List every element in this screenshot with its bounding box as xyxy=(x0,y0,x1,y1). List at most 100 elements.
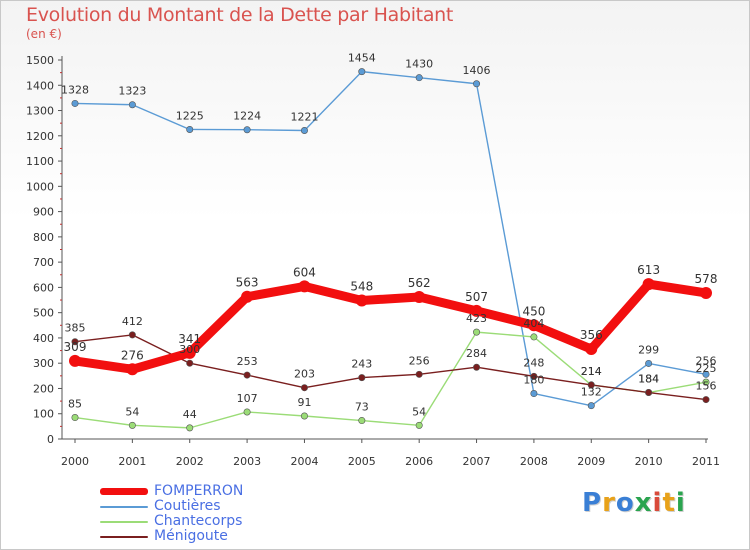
chart-legend: FOMPERRON Coutières Chantecorps Ménigout… xyxy=(100,483,400,544)
y-tick-label: 1100 xyxy=(26,155,54,168)
x-tick-label: 2011 xyxy=(692,455,720,468)
x-tick-label: 2001 xyxy=(118,455,146,468)
logo-letter: P xyxy=(582,488,603,518)
data-point xyxy=(300,384,308,392)
data-label: 184 xyxy=(638,373,659,386)
data-point xyxy=(298,280,311,293)
data-point xyxy=(587,381,595,389)
data-point xyxy=(186,125,194,133)
data-label: 309 xyxy=(64,340,87,354)
data-label: 203 xyxy=(294,368,315,381)
data-point xyxy=(69,354,81,367)
y-tick-label: 700 xyxy=(33,256,54,269)
legend-item: Coutières xyxy=(100,498,400,514)
y-tick-label: 1300 xyxy=(26,105,54,118)
data-label: 578 xyxy=(695,272,718,286)
x-tick-label: 2005 xyxy=(348,455,376,468)
data-point xyxy=(243,126,251,134)
data-point xyxy=(642,278,655,291)
data-point xyxy=(128,101,136,109)
data-point xyxy=(415,370,423,378)
data-point xyxy=(700,286,712,299)
legend-item: Ménigoute xyxy=(100,528,400,544)
data-point xyxy=(300,412,308,420)
data-label: 156 xyxy=(696,380,717,393)
data-label: 548 xyxy=(350,280,373,294)
data-point xyxy=(71,414,79,422)
data-point xyxy=(183,346,196,359)
data-label: 1430 xyxy=(405,58,433,71)
data-point xyxy=(300,126,308,134)
data-label: 562 xyxy=(408,276,431,290)
legend-item: FOMPERRON xyxy=(100,483,400,499)
data-point xyxy=(470,304,483,317)
y-tick-label: 1200 xyxy=(26,130,54,143)
data-label: 412 xyxy=(122,315,143,328)
data-label: 54 xyxy=(412,405,426,418)
proxiti-logo: Proxiti xyxy=(582,488,686,518)
data-point xyxy=(243,408,251,416)
y-tick-label: 800 xyxy=(33,231,54,244)
data-point xyxy=(473,80,481,88)
legend-swatch xyxy=(100,521,148,523)
y-tick-label: 900 xyxy=(33,206,54,219)
series-line-coutières xyxy=(74,70,707,407)
legend-swatch xyxy=(100,488,148,495)
x-tick-label: 2007 xyxy=(463,455,491,468)
data-label: 54 xyxy=(125,405,139,418)
data-label: 256 xyxy=(696,354,717,367)
x-tick-label: 2003 xyxy=(233,455,261,468)
data-point xyxy=(645,389,653,397)
data-label: 1323 xyxy=(118,85,146,98)
logo-letter: o xyxy=(615,488,635,518)
data-label: 256 xyxy=(409,354,430,367)
data-label: 604 xyxy=(293,265,316,279)
data-label: 385 xyxy=(65,322,86,335)
x-tick-label: 2000 xyxy=(61,455,89,468)
x-tick-label: 2010 xyxy=(635,455,663,468)
y-tick-label: 200 xyxy=(33,382,54,395)
legend-label: Chantecorps xyxy=(154,513,243,529)
data-label: 44 xyxy=(183,408,197,421)
x-tick-label: 2009 xyxy=(577,455,605,468)
x-tick-label: 2004 xyxy=(290,455,318,468)
logo-letter: i xyxy=(652,488,663,518)
data-point xyxy=(702,396,710,404)
chart-title: Evolution du Montant de la Dette par Hab… xyxy=(26,4,454,26)
data-label: 243 xyxy=(351,358,372,371)
data-point xyxy=(473,328,481,336)
data-label: 85 xyxy=(68,398,82,411)
data-point xyxy=(530,372,538,380)
data-point xyxy=(186,424,194,432)
data-label: 299 xyxy=(638,343,659,356)
data-point xyxy=(71,338,79,346)
data-label: 180 xyxy=(523,374,544,387)
data-point xyxy=(71,99,79,107)
data-label: 214 xyxy=(581,365,602,378)
data-label: 341 xyxy=(178,332,201,346)
logo-letter: i xyxy=(675,488,686,518)
x-tick-label: 2002 xyxy=(176,455,204,468)
chart-subtitle: (en €) xyxy=(26,27,62,41)
data-label: 300 xyxy=(179,343,200,356)
data-label: 184 xyxy=(638,373,659,386)
y-tick-label: 600 xyxy=(33,281,54,294)
y-tick-label: 400 xyxy=(33,332,54,345)
data-label: 73 xyxy=(355,401,369,414)
data-label: 404 xyxy=(523,317,544,330)
legend-label: FOMPERRON xyxy=(154,483,244,499)
y-tick-label: 100 xyxy=(33,408,54,421)
legend-swatch xyxy=(100,536,148,538)
data-point xyxy=(645,359,653,367)
legend-label: Coutières xyxy=(154,498,221,514)
data-label: 1454 xyxy=(348,52,376,65)
logo-letter: x xyxy=(634,488,653,518)
data-label: 1221 xyxy=(290,110,318,123)
data-label: 248 xyxy=(523,356,544,369)
data-label: 450 xyxy=(522,304,545,318)
data-label: 91 xyxy=(297,396,311,409)
series-line-fomperron xyxy=(70,279,711,374)
data-point xyxy=(128,331,136,339)
data-label: 253 xyxy=(237,355,258,368)
data-point xyxy=(585,343,598,356)
